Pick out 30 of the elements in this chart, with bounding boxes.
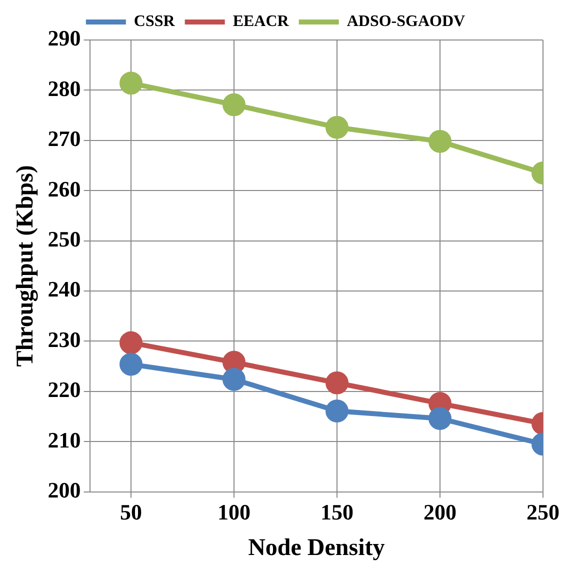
y-tick-label: 230 [48, 326, 81, 352]
point [120, 352, 142, 376]
y-tick-label: 220 [48, 377, 81, 402]
x-tick-label: 50 [120, 500, 142, 525]
y-axis-title: Throughput (Kbps) [12, 165, 39, 367]
x-tick-label: 150 [320, 500, 354, 525]
y-tick-label: 240 [48, 276, 81, 302]
x-tick-label: 100 [218, 500, 250, 525]
y-tick-label: 200 [48, 477, 81, 502]
point [222, 93, 246, 116]
point [326, 399, 348, 422]
legend-label: CSSR [134, 13, 176, 30]
y-tick-label: 250 [48, 226, 81, 252]
y-tick-label: 210 [48, 427, 81, 452]
x-tick-label: 200 [424, 500, 456, 525]
point [222, 368, 246, 391]
point [428, 130, 452, 153]
legend-label: ADSO-SGAODV [346, 13, 466, 30]
point [120, 331, 142, 354]
point [428, 407, 452, 430]
point [326, 116, 348, 139]
y-tick-label: 270 [48, 126, 81, 152]
legend-label: EEACR [232, 13, 290, 30]
x-axis-title: Node Density [248, 534, 385, 561]
point [326, 371, 348, 394]
x-tick-label: 250 [526, 500, 560, 525]
y-tick-label: 260 [48, 176, 81, 202]
y-tick-label: 280 [48, 76, 81, 101]
point [120, 72, 142, 95]
y-tick-label: 290 [48, 26, 81, 51]
